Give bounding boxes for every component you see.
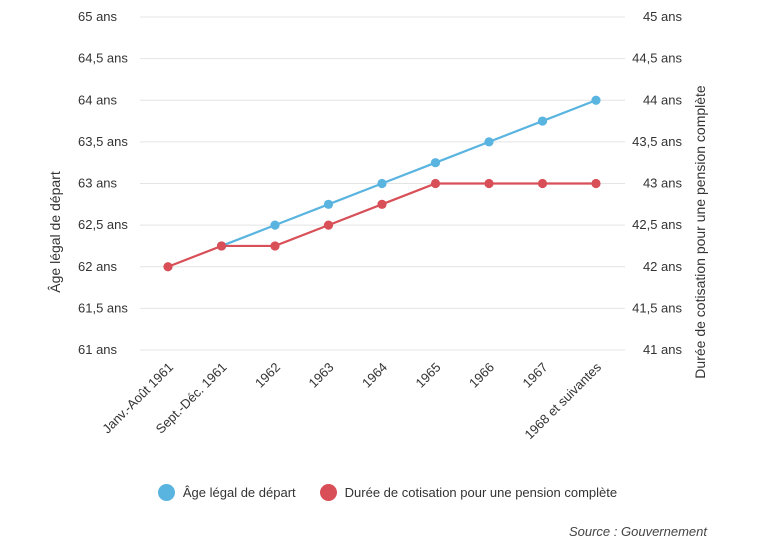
y-tick-label-left: 64 ans — [78, 92, 118, 107]
data-point — [591, 95, 601, 105]
data-point — [377, 199, 387, 209]
data-point — [270, 241, 280, 251]
left-axis-title: Âge légal de départ — [47, 171, 63, 293]
legend-item-age[interactable]: Âge légal de départ — [157, 484, 296, 501]
legend: Âge légal de départ Durée de cotisation … — [0, 484, 775, 501]
data-point — [323, 220, 334, 230]
y-tick-label-right: 43 ans — [643, 176, 683, 191]
legend-item-duree[interactable]: Durée de cotisation pour une pension com… — [319, 484, 618, 501]
data-point — [377, 178, 387, 189]
x-tick-label: 1962 — [252, 360, 283, 391]
data-point — [216, 241, 227, 251]
x-tick-label: 1967 — [520, 360, 551, 391]
y-tick-label-left: 62,5 ans — [78, 217, 128, 232]
right-axis-title: Durée de cotisation pour une pension com… — [692, 85, 708, 379]
y-tick-label-right: 42 ans — [643, 259, 683, 274]
y-tick-label-right: 43,5 ans — [632, 134, 682, 149]
y-tick-label-left: 63 ans — [78, 176, 118, 191]
data-point — [163, 262, 173, 272]
legend-label-age: Âge légal de départ — [182, 485, 296, 500]
data-point — [591, 178, 601, 189]
y-tick-label-right: 41 ans — [643, 342, 683, 357]
source-note: Source : Gouvernement — [568, 524, 707, 539]
data-point — [270, 220, 280, 230]
y-tick-label-right: 42,5 ans — [632, 217, 682, 232]
data-point — [537, 116, 548, 126]
y-tick-label-right: 44,5 ans — [632, 51, 682, 66]
y-tick-label-right: 45 ans — [643, 9, 683, 24]
y-tick-label-left: 61,5 ans — [78, 300, 128, 315]
data-point — [537, 178, 548, 189]
x-tick-label: 1964 — [359, 360, 390, 391]
data-point — [484, 137, 494, 147]
legend-marker-age — [157, 484, 175, 501]
legend-marker-duree — [319, 484, 337, 501]
y-tick-label-left: 63,5 ans — [78, 134, 128, 149]
y-tick-label-left: 62 ans — [78, 259, 118, 274]
x-tick-label: 1963 — [306, 360, 337, 391]
data-point — [484, 178, 494, 189]
y-tick-label-right: 41,5 ans — [632, 300, 682, 315]
legend-label-duree: Durée de cotisation pour une pension com… — [344, 485, 618, 500]
data-point — [323, 199, 334, 209]
data-point — [430, 178, 441, 189]
series-line — [221, 99, 597, 247]
x-tick-label: 1965 — [413, 360, 444, 391]
data-point — [430, 158, 441, 168]
y-tick-label-left: 61 ans — [78, 342, 118, 357]
y-tick-label-right: 44 ans — [643, 92, 683, 107]
y-tick-label-left: 64,5 ans — [78, 51, 128, 66]
y-tick-label-left: 65 ans — [78, 9, 118, 24]
x-tick-label: 1966 — [466, 360, 497, 391]
